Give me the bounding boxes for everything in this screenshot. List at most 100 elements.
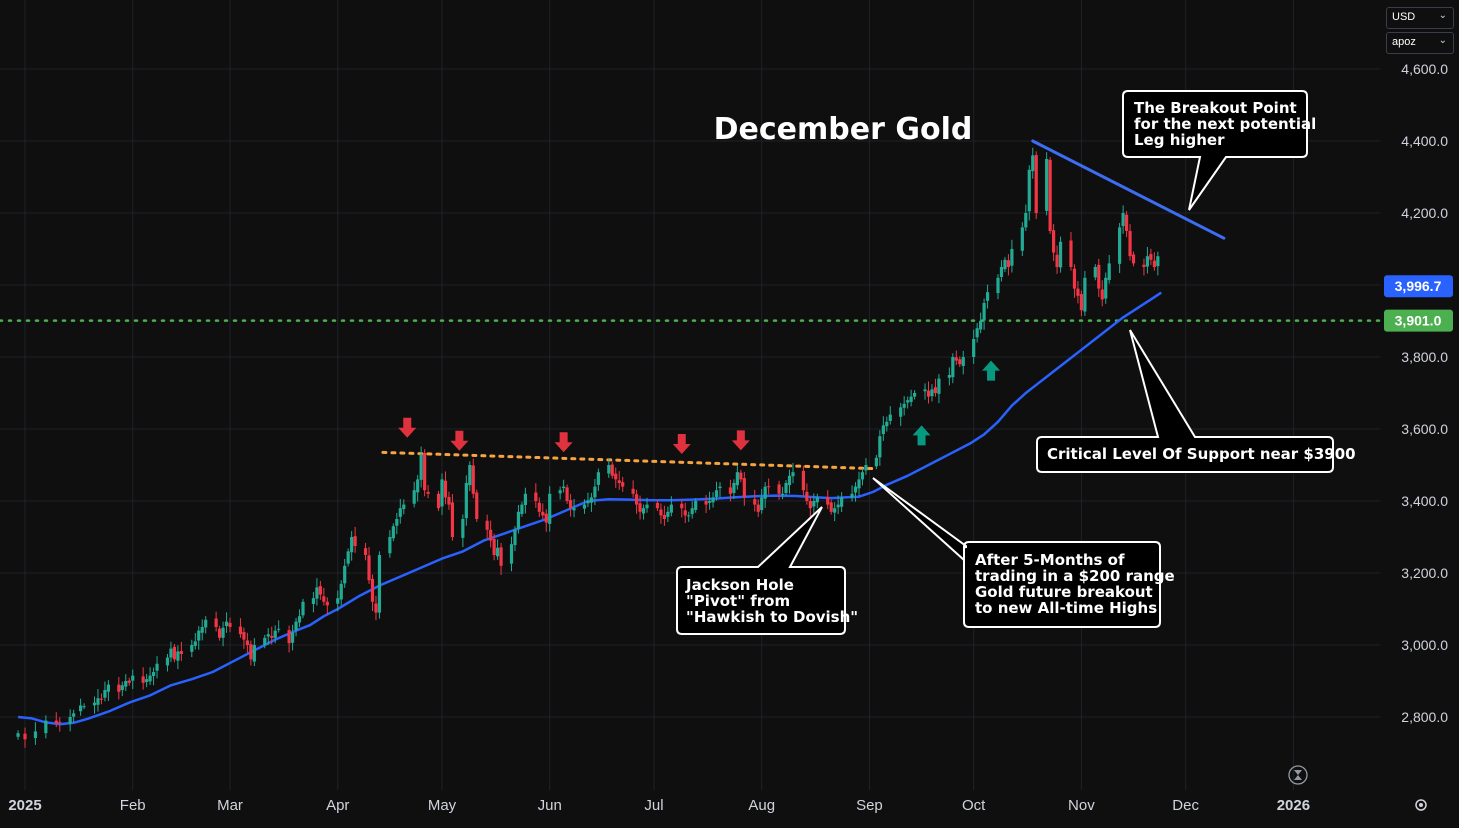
candle-body[interactable] <box>930 389 934 397</box>
candle-body[interactable] <box>1152 260 1156 267</box>
candle-body[interactable] <box>322 596 326 602</box>
candle-body[interactable] <box>523 493 527 506</box>
candle-body[interactable] <box>242 632 246 640</box>
candle-body[interactable] <box>297 616 302 623</box>
candle-body[interactable] <box>801 470 805 491</box>
candle-body[interactable] <box>1121 213 1125 227</box>
candle-body[interactable] <box>273 630 277 638</box>
candle-body[interactable] <box>311 598 316 604</box>
candle-body[interactable] <box>1034 154 1038 213</box>
candle-body[interactable] <box>238 626 243 635</box>
candle-body[interactable] <box>1072 268 1077 289</box>
candle-body[interactable] <box>767 486 771 488</box>
candle-body[interactable] <box>985 292 990 301</box>
candle-body[interactable] <box>419 454 423 480</box>
candle-body[interactable] <box>485 520 489 530</box>
candle-body[interactable] <box>263 637 267 646</box>
candle-body[interactable] <box>301 601 305 616</box>
candle-body[interactable] <box>509 544 514 564</box>
candle-body[interactable] <box>266 634 270 637</box>
candle-body[interactable] <box>631 488 635 494</box>
candle-body[interactable] <box>850 493 854 498</box>
candle-body[interactable] <box>763 486 767 499</box>
candle-body[interactable] <box>1118 227 1122 264</box>
candle-body[interactable] <box>496 547 500 557</box>
candle-body[interactable] <box>391 526 395 539</box>
candle-body[interactable] <box>1020 227 1024 251</box>
candle-body[interactable] <box>864 465 868 471</box>
candle-body[interactable] <box>58 721 62 723</box>
candle-body[interactable] <box>933 387 938 393</box>
candle-body[interactable] <box>193 641 197 646</box>
candle-body[interactable] <box>728 487 733 494</box>
candle-body[interactable] <box>155 663 159 671</box>
callout-breakout[interactable]: The Breakout Point for the next potentia… <box>1122 90 1316 211</box>
candle-body[interactable] <box>377 555 382 613</box>
candle-body[interactable] <box>245 640 249 645</box>
candle-body[interactable] <box>315 587 319 599</box>
candle-body[interactable] <box>975 328 979 338</box>
candle-body[interactable] <box>44 720 48 734</box>
candle-body[interactable] <box>853 486 858 493</box>
candle-body[interactable] <box>165 657 170 666</box>
candle-body[interactable] <box>464 483 468 519</box>
candle-body[interactable] <box>370 578 375 602</box>
candle-body[interactable] <box>979 321 983 330</box>
hourglass-icon[interactable] <box>1288 765 1308 785</box>
candle-body[interactable] <box>336 598 340 604</box>
candle-body[interactable] <box>374 603 378 613</box>
candle-body[interactable] <box>735 472 739 486</box>
candle-body[interactable] <box>645 504 649 509</box>
candle-body[interactable] <box>739 472 743 480</box>
candle-body[interactable] <box>1076 288 1080 296</box>
candle-body[interactable] <box>534 492 538 501</box>
candle-body[interactable] <box>363 548 368 555</box>
candle-body[interactable] <box>224 621 229 626</box>
candle-body[interactable] <box>635 494 639 505</box>
candle-body[interactable] <box>54 720 58 724</box>
candle-body[interactable] <box>520 504 524 514</box>
candle-body[interactable] <box>179 651 183 654</box>
candle-body[interactable] <box>412 490 416 504</box>
candle-body[interactable] <box>99 698 104 700</box>
candle-body[interactable] <box>857 479 861 489</box>
candle-body[interactable] <box>558 490 562 494</box>
candle-body[interactable] <box>732 483 736 493</box>
candle-body[interactable] <box>1006 260 1011 267</box>
candle-body[interactable] <box>878 436 882 458</box>
candle-body[interactable] <box>808 501 812 509</box>
candle-body[interactable] <box>270 635 274 638</box>
candle-body[interactable] <box>888 414 892 421</box>
candle-body[interactable] <box>516 511 521 529</box>
candle-body[interactable] <box>787 475 792 486</box>
candle-body[interactable] <box>79 705 83 712</box>
candle-body[interactable] <box>106 684 110 692</box>
candle-body[interactable] <box>954 357 958 361</box>
candle-body[interactable] <box>659 509 663 516</box>
candle-body[interactable] <box>145 679 149 682</box>
candle-body[interactable] <box>1024 213 1028 228</box>
candle-body[interactable] <box>443 480 448 498</box>
candle-body[interactable] <box>290 632 295 643</box>
currency-selector[interactable]: USD ⌄ <box>1386 7 1454 29</box>
candle-body[interactable] <box>753 499 757 505</box>
candle-body[interactable] <box>860 472 865 480</box>
candle-body[interactable] <box>499 547 503 566</box>
candle-body[interactable] <box>1128 231 1132 257</box>
candle-body[interactable] <box>999 267 1004 277</box>
candle-body[interactable] <box>572 508 576 511</box>
candle-body[interactable] <box>103 690 107 698</box>
candle-body[interactable] <box>906 400 910 403</box>
candle-body[interactable] <box>537 502 541 512</box>
candle-body[interactable] <box>582 504 587 509</box>
candle-body[interactable] <box>68 717 72 724</box>
unit-selector[interactable]: apoz ⌄ <box>1386 32 1454 54</box>
candle-body[interactable] <box>548 493 552 524</box>
candle-body[interactable] <box>16 733 20 737</box>
candle-body[interactable] <box>92 702 97 706</box>
candle-body[interactable] <box>151 672 156 677</box>
candle-body[interactable] <box>718 486 722 489</box>
candle-body[interactable] <box>343 565 347 584</box>
candle-body[interactable] <box>492 538 496 555</box>
